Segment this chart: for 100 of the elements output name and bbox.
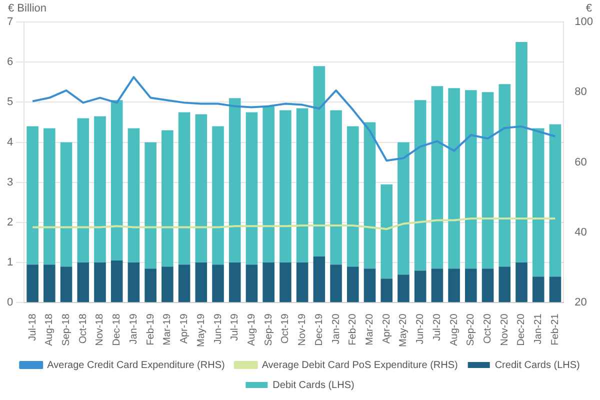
bar	[380, 184, 393, 279]
bar	[313, 256, 326, 302]
x-tick-label: Jul-18	[27, 313, 38, 341]
bar	[482, 268, 494, 302]
legend-label: Average Credit Card Expenditure (RHS)	[47, 360, 225, 371]
bar	[498, 84, 511, 267]
bar	[330, 264, 342, 302]
x-tick-label: Dec-20	[516, 313, 528, 346]
bar	[482, 92, 494, 269]
bar	[228, 98, 241, 263]
bar	[346, 126, 359, 267]
legend-label: Credit Cards (LHS)	[494, 360, 580, 371]
bar	[414, 270, 426, 302]
bar	[44, 128, 56, 265]
bar	[346, 266, 359, 302]
bar	[94, 262, 106, 302]
x-tick-label: Aug-20	[448, 313, 460, 346]
x-tick-label: Jun-19	[212, 313, 224, 344]
bar	[195, 262, 208, 302]
bar	[380, 278, 393, 302]
x-tick-label: Jul-19	[230, 313, 241, 341]
legend-label: Debit Cards (LHS)	[272, 380, 354, 391]
bar	[448, 88, 460, 269]
y2-tick-label: 100	[574, 16, 594, 28]
y-tick-label: 7	[6, 16, 14, 28]
x-tick-label: Nov-18	[94, 313, 106, 346]
bar	[178, 112, 190, 265]
x-tick-label: Aug-18	[44, 313, 56, 346]
bar	[414, 100, 426, 271]
bar	[262, 106, 274, 263]
bar	[296, 108, 308, 263]
bar	[549, 276, 562, 302]
bar	[431, 268, 444, 302]
bar	[465, 90, 477, 269]
bar	[246, 264, 258, 302]
x-tick-label: Feb-21	[550, 313, 561, 346]
bar	[60, 142, 72, 267]
bar	[280, 110, 292, 263]
y2-tick-label: 60	[574, 156, 587, 168]
bar	[364, 122, 376, 269]
bar	[162, 130, 174, 267]
x-tick-label: Jun-20	[415, 313, 426, 344]
x-tick-label: Aug-19	[246, 313, 258, 346]
x-tick-label: Mar-19	[162, 313, 174, 346]
bar	[516, 42, 528, 263]
x-tick-label: Feb-20	[348, 313, 359, 346]
y-tick-label: 1	[6, 256, 14, 269]
bar	[60, 266, 72, 302]
y-tick-label: 4	[6, 136, 14, 148]
bar	[246, 112, 258, 265]
bar	[110, 100, 123, 261]
x-tick-label: Jan-20	[330, 313, 342, 344]
bar	[94, 116, 106, 263]
bar	[431, 86, 444, 269]
bar	[228, 262, 241, 302]
bar	[212, 126, 224, 265]
y-axis-title: € Billion	[8, 2, 47, 15]
bar	[110, 260, 123, 302]
bar	[532, 128, 544, 277]
bar	[398, 274, 410, 302]
x-tick-label: Sep-19	[263, 313, 274, 346]
y2-tick-label: 20	[574, 296, 587, 309]
bar	[144, 268, 156, 302]
x-tick-label: Apr-20	[381, 313, 392, 344]
bar	[448, 268, 460, 302]
y-tick-label: 3	[6, 176, 14, 188]
bar	[178, 264, 190, 302]
bar	[77, 118, 90, 263]
x-tick-label: Mar-20	[364, 313, 376, 346]
x-tick-label: Feb-19	[145, 313, 156, 346]
bar	[313, 66, 326, 257]
x-tick-label: Jul-20	[432, 313, 443, 341]
y2-tick-label: 80	[574, 86, 587, 98]
y-tick-label: 2	[6, 216, 14, 228]
x-tick-label: Jan-19	[128, 313, 140, 344]
x-tick-label: Nov-20	[499, 313, 510, 346]
bar	[532, 276, 544, 302]
legend-label: Average Debit Card PoS Expenditure (RHS)	[262, 360, 458, 371]
x-tick-label: May-19	[196, 313, 207, 348]
bar	[144, 142, 156, 269]
x-tick-label: Dec-18	[112, 313, 123, 346]
x-tick-label: Jan-21	[533, 313, 544, 344]
x-tick-label: Apr-19	[179, 313, 190, 344]
y-tick-label: 5	[6, 96, 14, 108]
x-tick-label: Oct-18	[78, 313, 89, 344]
bar	[549, 124, 562, 277]
bar	[465, 268, 477, 302]
y2-axis-title: €	[586, 2, 592, 15]
x-tick-label: May-20	[398, 313, 410, 348]
bar	[212, 264, 224, 302]
bar	[26, 264, 38, 302]
bar	[162, 266, 174, 302]
bar	[44, 264, 56, 302]
bar	[128, 262, 140, 302]
x-tick-label: Oct-19	[280, 313, 292, 344]
bar	[516, 262, 528, 302]
x-tick-label: Dec-19	[314, 313, 325, 346]
bar	[128, 128, 140, 263]
x-tick-label: Sep-18	[61, 313, 72, 346]
bar	[26, 126, 38, 265]
